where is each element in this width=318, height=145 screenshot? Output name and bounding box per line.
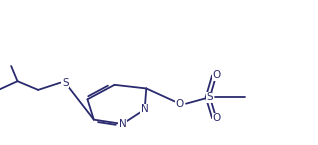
Text: O: O	[212, 113, 220, 123]
Text: N: N	[119, 119, 126, 129]
Text: S: S	[207, 92, 213, 102]
Text: N: N	[141, 105, 149, 114]
Text: O: O	[212, 70, 220, 80]
Text: O: O	[176, 99, 184, 109]
Text: S: S	[62, 78, 68, 88]
